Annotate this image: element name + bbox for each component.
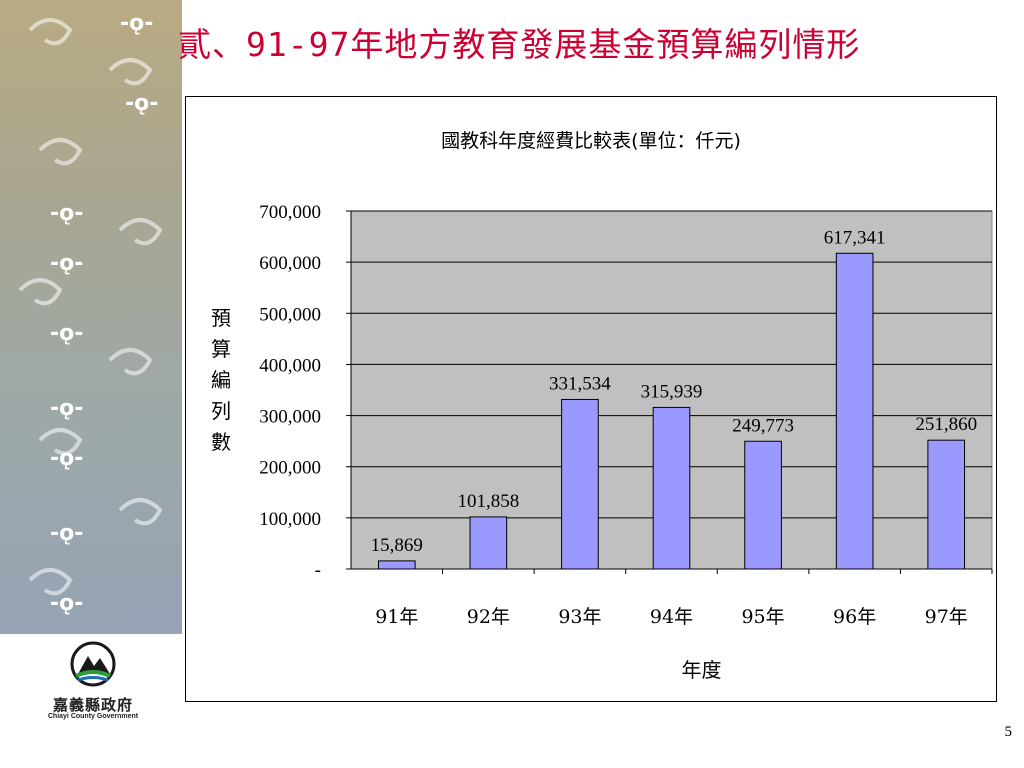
y-tick-label: 400,000 <box>259 355 321 376</box>
y-tick-label: 300,000 <box>259 407 321 428</box>
x-tick-label: 96年 <box>833 606 876 628</box>
y-axis-label: 預算編列數 <box>211 306 231 454</box>
data-label: 251,860 <box>915 414 977 435</box>
page-number: 5 <box>1004 724 1013 740</box>
svg-text:-ǫ-: -ǫ- <box>50 396 83 421</box>
data-label: 15,869 <box>371 535 423 556</box>
bar <box>927 439 966 570</box>
x-tick-label: 91年 <box>375 606 418 628</box>
svg-text:-ǫ-: -ǫ- <box>50 201 83 226</box>
swirl-pattern-icon: -ǫ- -ǫ- -ǫ- -ǫ- -ǫ- -ǫ- -ǫ- -ǫ- -ǫ- <box>18 11 163 616</box>
data-label: 315,939 <box>641 381 703 402</box>
x-axis-label: 年度 <box>682 658 722 682</box>
svg-text:-ǫ-: -ǫ- <box>50 591 83 616</box>
bar <box>469 516 508 570</box>
slide-title: 貳、91-97年地方教育發展基金預算編列情形 <box>178 25 861 64</box>
x-tick-label: 93年 <box>558 606 601 628</box>
svg-text:-ǫ-: -ǫ- <box>50 446 83 471</box>
decorative-side-panel: -ǫ- -ǫ- -ǫ- -ǫ- -ǫ- -ǫ- -ǫ- -ǫ- -ǫ- <box>0 0 182 634</box>
y-tick-label: 500,000 <box>259 304 321 325</box>
budget-bar-chart: 國教科年度經費比較表(單位：仟元) - 100,000 200,000 300,000 4… <box>211 130 993 682</box>
x-tick-label: 97年 <box>925 606 968 628</box>
county-name-english: Chiayi County Government <box>47 713 139 720</box>
data-label: 249,773 <box>732 415 794 436</box>
x-tick-label: 94年 <box>650 606 693 628</box>
bar <box>744 440 782 570</box>
bar <box>652 406 691 570</box>
svg-text:-ǫ-: -ǫ- <box>50 251 83 276</box>
svg-text:-ǫ-: -ǫ- <box>120 11 153 36</box>
y-tick-label: - <box>315 560 321 581</box>
svg-text:-ǫ-: -ǫ- <box>50 321 83 346</box>
y-tick-label: 700,000 <box>259 202 321 223</box>
data-label: 101,858 <box>457 491 519 512</box>
y-tick-label: 600,000 <box>259 253 321 274</box>
bar <box>561 398 599 570</box>
county-name: 嘉義縣政府 <box>52 696 133 714</box>
bar <box>835 252 874 570</box>
svg-text:-ǫ-: -ǫ- <box>50 521 83 546</box>
data-label: 617,341 <box>824 227 886 248</box>
y-tick-label: 100,000 <box>259 509 321 530</box>
county-logo: 嘉義縣政府 Chiayi County Government <box>28 640 158 730</box>
data-label: 331,534 <box>549 373 611 394</box>
x-tick-label: 92年 <box>467 606 510 628</box>
y-tick-label: 200,000 <box>259 458 321 479</box>
x-tick-label: 95年 <box>741 606 784 628</box>
mountain-emblem-icon <box>70 641 116 687</box>
chart-title: 國教科年度經費比較表(單位：仟元) <box>441 130 741 152</box>
svg-text:-ǫ-: -ǫ- <box>125 91 158 116</box>
bar <box>377 560 416 570</box>
chart-frame: 國教科年度經費比較表(單位：仟元) - 100,000 200,000 300,000 4… <box>185 96 997 702</box>
